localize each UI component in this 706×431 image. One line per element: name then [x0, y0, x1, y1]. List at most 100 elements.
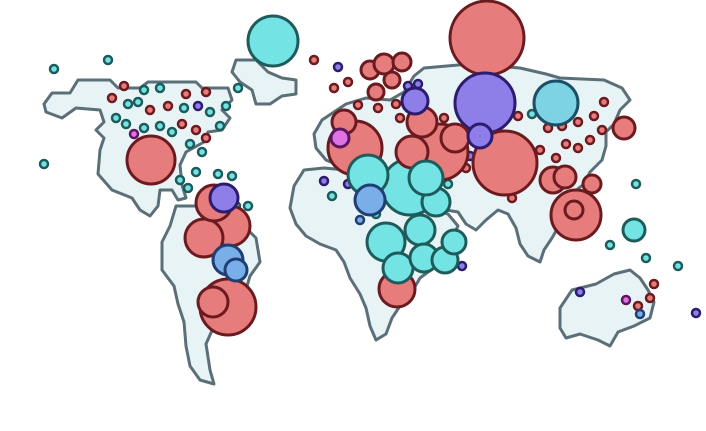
map-bubble-small [394, 112, 406, 124]
map-bubble-small [180, 88, 192, 100]
map-bubble [366, 82, 386, 102]
map-bubble-small [226, 170, 238, 182]
map-bubble-small [672, 260, 684, 272]
map-bubble-small [154, 120, 166, 132]
map-bubble-small [390, 98, 402, 110]
map-bubble [208, 182, 240, 214]
map-bubble [400, 86, 430, 116]
map-bubble-small [118, 80, 130, 92]
map-bubble-small [190, 166, 202, 178]
map-bubble-small [572, 142, 584, 154]
map-bubble-small [242, 200, 254, 212]
map-bubble-small [574, 286, 586, 298]
map-bubble-small [204, 106, 216, 118]
map-bubble-small [640, 252, 652, 264]
map-bubble-small [110, 112, 122, 124]
map-bubble [439, 122, 471, 154]
map-bubble-small [190, 124, 202, 136]
map-bubble-small [138, 122, 150, 134]
map-bubble-small [630, 178, 642, 190]
map-bubble-small [138, 84, 150, 96]
map-bubble [382, 70, 402, 90]
map-bubble [329, 127, 351, 149]
map-bubble [353, 183, 387, 217]
map-bubble-small [456, 260, 468, 272]
map-bubble-small [332, 61, 344, 73]
map-bubble-small [38, 158, 50, 170]
map-bubble-small [178, 102, 190, 114]
map-bubble-small [154, 82, 166, 94]
map-bubble [196, 285, 230, 319]
map-bubble-small [214, 120, 226, 132]
map-bubble-small [512, 110, 524, 122]
map-bubble-small [534, 144, 546, 156]
map-bubble [611, 115, 637, 141]
map-bubble [563, 199, 585, 221]
map-bubble-small [212, 168, 224, 180]
map-bubble-small [192, 100, 204, 112]
map-bubble [440, 228, 468, 256]
map-bubble [448, 0, 526, 77]
map-bubble-small [200, 132, 212, 144]
map-bubble-small [166, 126, 178, 138]
map-bubble-small [220, 100, 232, 112]
map-bubble [407, 159, 445, 197]
map-bubble [581, 173, 603, 195]
map-bubble-small [176, 118, 188, 130]
map-bubble-small [128, 128, 140, 140]
map-bubble-small [604, 239, 616, 251]
map-bubble [391, 51, 413, 73]
map-bubble [381, 251, 415, 285]
map-bubble-small [102, 54, 114, 66]
map-bubble-small [196, 146, 208, 158]
map-bubble-small [690, 307, 702, 319]
map-bubble-small [328, 82, 340, 94]
map-bubble-small [438, 112, 450, 124]
map-bubble [471, 129, 539, 197]
map-bubble-small [106, 92, 118, 104]
map-bubble [223, 257, 249, 283]
large-bubble-layer [125, 0, 647, 337]
map-bubble-small [144, 104, 156, 116]
map-bubble-small [308, 54, 320, 66]
map-bubble-small [634, 308, 646, 320]
map-bubble-small [132, 96, 144, 108]
map-bubble [403, 213, 437, 247]
map-bubble-small [550, 152, 562, 164]
map-bubble-small [184, 138, 196, 150]
map-bubble [532, 79, 580, 127]
map-bubble-small [354, 214, 366, 226]
landmass-alaska-east [230, 58, 298, 106]
map-bubble [552, 164, 578, 190]
map-bubble-small [596, 124, 608, 136]
map-bubble-small [598, 96, 610, 108]
map-bubble-small [232, 82, 244, 94]
map-bubble-small [318, 175, 330, 187]
map-bubble-small [352, 99, 364, 111]
map-bubble-small [584, 134, 596, 146]
map-bubble-small [372, 102, 384, 114]
map-bubble-small [162, 100, 174, 112]
map-bubble-small [632, 300, 644, 312]
map-bubble-small [442, 178, 454, 190]
map-bubble-small [572, 116, 584, 128]
map-bubble [466, 122, 494, 150]
map-bubble-small [560, 138, 572, 150]
map-bubble-small [588, 110, 600, 122]
map-bubble-small [182, 182, 194, 194]
map-bubble-small [48, 63, 60, 75]
map-bubble-small [326, 190, 338, 202]
map-bubble-small [120, 118, 132, 130]
map-bubble [246, 14, 300, 68]
map-bubble-small [644, 292, 656, 304]
map-bubble [621, 217, 647, 243]
map-bubble-small [174, 174, 186, 186]
map-bubble-small [648, 278, 660, 290]
map-bubble-small [122, 98, 134, 110]
map-bubble [125, 134, 177, 186]
map-bubble-small [342, 76, 354, 88]
map-bubble-small [620, 294, 632, 306]
map-bubble-small [200, 86, 212, 98]
